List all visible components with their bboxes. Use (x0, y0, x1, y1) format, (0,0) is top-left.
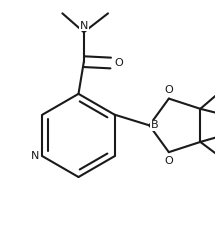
Text: B: B (151, 120, 158, 130)
Text: N: N (80, 21, 88, 31)
Text: N: N (31, 151, 39, 161)
Text: O: O (164, 156, 173, 166)
Text: O: O (114, 58, 123, 68)
Text: O: O (164, 84, 173, 95)
